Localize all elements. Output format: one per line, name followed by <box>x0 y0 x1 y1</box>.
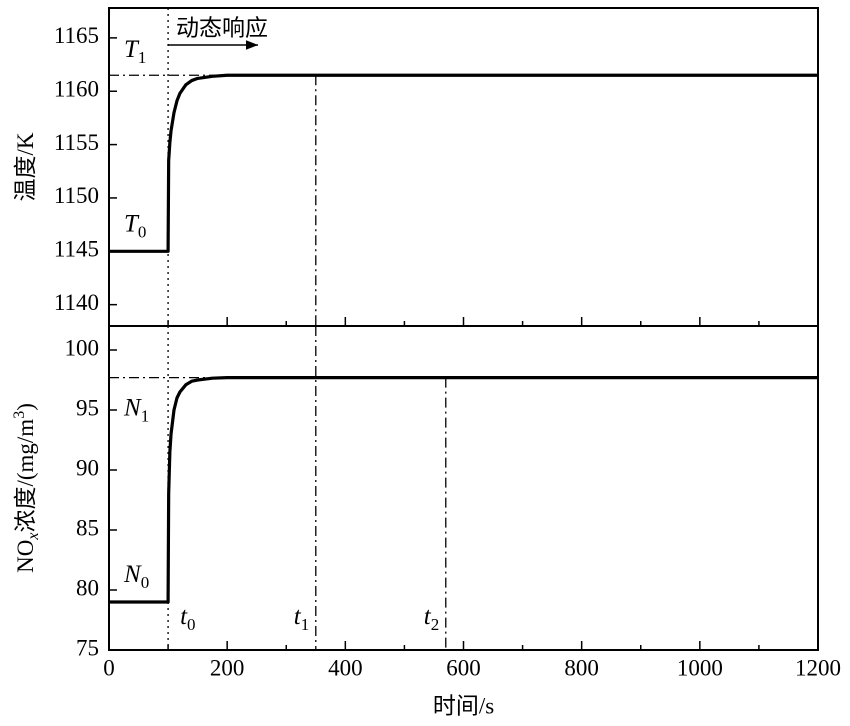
label-sub: 1 <box>138 48 147 67</box>
label-sub: 0 <box>141 573 150 592</box>
y-axis-label: 温度/K <box>13 132 38 201</box>
label-sub: 1 <box>301 615 310 634</box>
x-tick-label: 1000 <box>677 655 723 680</box>
x-tick-label: 400 <box>328 655 363 680</box>
label-sub: 1 <box>141 407 150 426</box>
y-tick-label: 90 <box>76 455 99 480</box>
y-tick-label: 80 <box>76 575 99 600</box>
label-base: T <box>124 210 140 237</box>
label-sub: 2 <box>431 615 440 634</box>
level-label: T0 <box>124 210 146 241</box>
x-axis-label: 时间/s <box>433 693 494 718</box>
y-axis-label-part: ) <box>13 403 38 411</box>
y-tick-label: 1160 <box>54 77 99 102</box>
vline-label: t2 <box>424 603 439 634</box>
y-tick-label: 95 <box>76 395 99 420</box>
y-axis-label-part: 3 <box>11 411 28 419</box>
y-axis-label-part: 浓度/(mg/m <box>13 419 38 533</box>
label-base: t <box>294 603 302 630</box>
data-line <box>109 376 818 604</box>
data-line <box>109 73 818 253</box>
y-tick-label: 1145 <box>54 237 99 262</box>
label-base: N <box>123 394 142 421</box>
x-tick-label: 1200 <box>795 655 841 680</box>
x-tick-label: 600 <box>446 655 481 680</box>
reference-label: T1 <box>124 36 146 67</box>
y-tick-label: 100 <box>65 335 100 360</box>
label-sub: 0 <box>138 222 147 241</box>
level-label: N0 <box>123 561 149 592</box>
y-axis-label-part: NO <box>13 540 38 573</box>
plot-frame <box>108 325 819 651</box>
label-sub: 0 <box>187 615 196 634</box>
y-axis-label: NOx浓度/(mg/m3) <box>11 403 42 573</box>
annotation: 动态响应 <box>176 15 268 40</box>
vline-label: t1 <box>294 603 309 634</box>
y-axis-label-part: 温度/K <box>13 132 38 201</box>
label-base: N <box>123 561 142 588</box>
y-tick-label: 85 <box>76 515 99 540</box>
label-base: T <box>124 36 140 63</box>
x-tick-label: 200 <box>210 655 245 680</box>
x-tick-label: 0 <box>103 655 115 680</box>
reference-label: N1 <box>123 394 149 425</box>
y-axis-label-part: x <box>25 533 42 541</box>
label-base: t <box>424 603 432 630</box>
y-tick-label: 1155 <box>54 130 99 155</box>
vline-label: t0 <box>180 603 195 634</box>
x-tick-label: 800 <box>564 655 599 680</box>
label-base: t <box>180 603 188 630</box>
y-tick-label: 1140 <box>54 290 99 315</box>
y-tick-label: 1150 <box>54 183 99 208</box>
plot-frame <box>108 7 819 327</box>
y-tick-label: 75 <box>76 635 99 660</box>
y-tick-label: 1165 <box>54 23 99 48</box>
